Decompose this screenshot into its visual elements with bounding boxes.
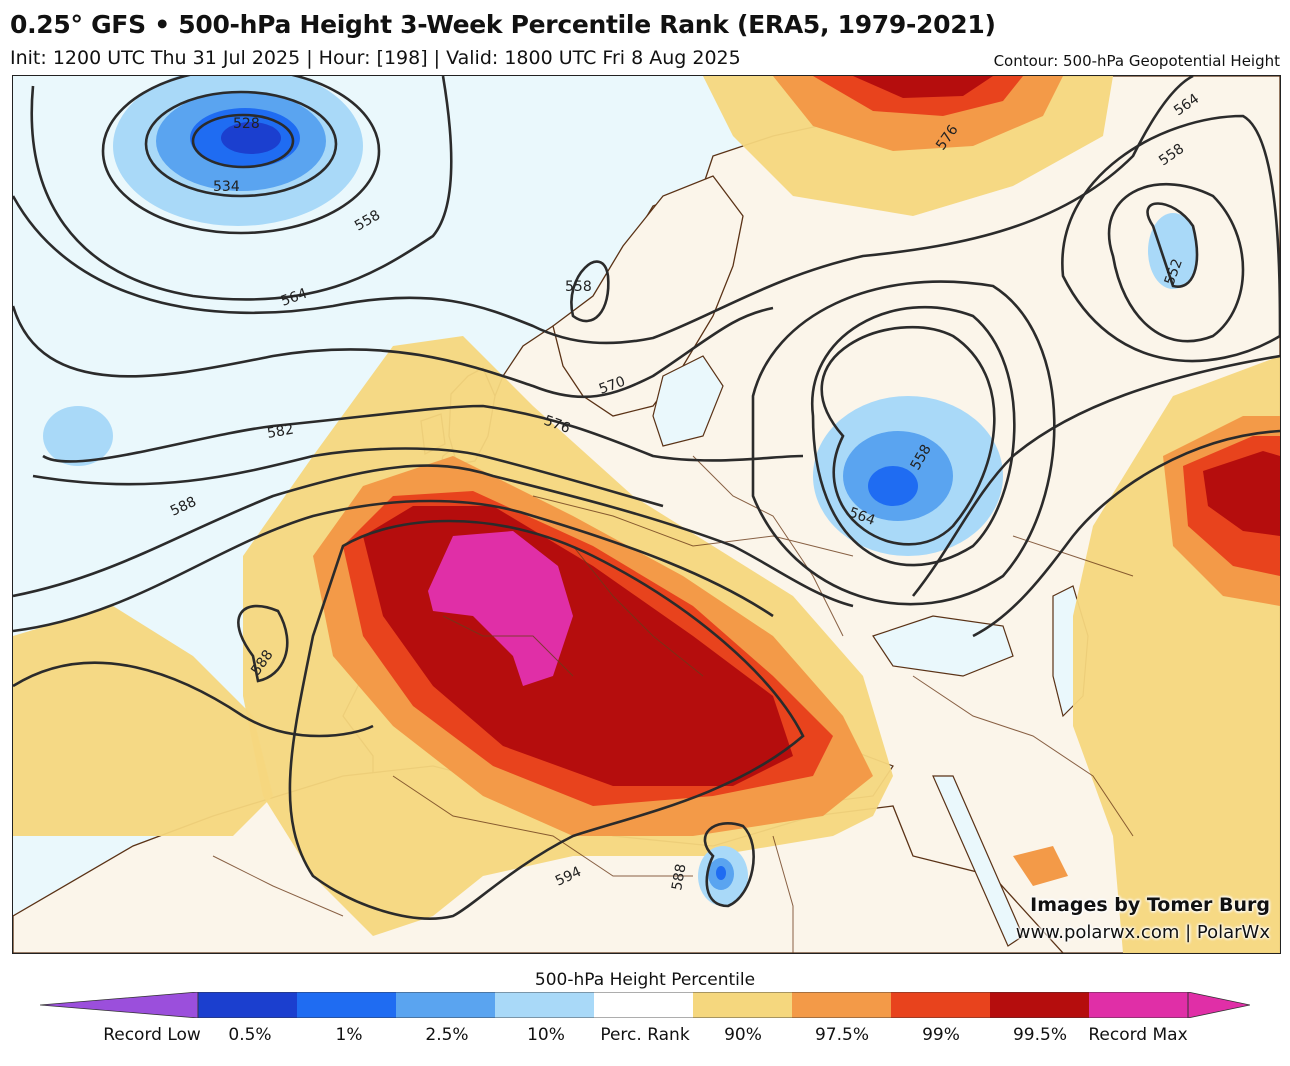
colorbar-bin xyxy=(792,992,891,1018)
colorbar-title: 500-hPa Height Percentile xyxy=(534,970,756,990)
contour-label: 528 xyxy=(233,116,260,132)
colorbar-bin xyxy=(1089,992,1188,1018)
contour-note: Contour: 500-hPa Geopotential Height xyxy=(993,52,1280,70)
contour-label: 558 xyxy=(352,207,383,234)
colorbar-label: Record Max xyxy=(1088,1025,1188,1045)
colorbar-label: 1% xyxy=(335,1025,363,1045)
colorbar-label: 2.5% xyxy=(425,1025,469,1045)
colorbar-label: 90% xyxy=(724,1025,762,1045)
contour-label: 558 xyxy=(565,279,592,295)
colorbar-label: Record Low xyxy=(103,1025,201,1045)
colorbar-label: 99% xyxy=(922,1025,960,1045)
contour-label: 582 xyxy=(266,422,295,442)
colorbar-label: 99.5% xyxy=(1012,1025,1068,1045)
colorbar-bin xyxy=(396,992,495,1018)
colorbar-label: 97.5% xyxy=(814,1025,870,1045)
colorbar-bin xyxy=(693,992,792,1018)
colorbar-label: 10% xyxy=(527,1025,565,1045)
colorbar-bin xyxy=(891,992,990,1018)
colorbar-record-max xyxy=(1187,992,1250,1018)
contour-label: 564 xyxy=(279,286,310,310)
negative-anomaly-layer xyxy=(43,76,1198,906)
contour-label: 534 xyxy=(213,179,240,195)
colorbar-label: Perc. Rank xyxy=(600,1025,690,1045)
colorbar-bin xyxy=(594,992,693,1018)
colorbar-label: 0.5% xyxy=(228,1025,272,1045)
contour-label: 588 xyxy=(669,863,689,892)
red-sea xyxy=(932,775,1024,947)
height-contours xyxy=(13,76,1280,920)
credit-author: Images by Tomer Burg xyxy=(1030,894,1270,916)
colorbar-bin xyxy=(495,992,594,1018)
map-title: 0.25° GFS • 500-hPa Height 3-Week Percen… xyxy=(10,10,996,39)
baltic-sea xyxy=(652,355,724,447)
map-panel: 528 534 552 558 558 558 558 564 564 564 … xyxy=(12,75,1281,954)
credit-website: www.polarwx.com | PolarWx xyxy=(1015,922,1270,943)
positive-anomaly-layer xyxy=(13,76,1280,953)
black-sea xyxy=(872,615,1014,677)
colorbar-record-low xyxy=(40,992,199,1018)
colorbar xyxy=(40,992,1250,1018)
colorbar-bin xyxy=(297,992,396,1018)
land-scandinavia xyxy=(552,175,744,417)
colorbar-labels: Record Low 0.5% 1% 2.5% 10% Perc. Rank 9… xyxy=(0,1025,1290,1049)
colorbar-bin xyxy=(990,992,1089,1018)
run-info: Init: 1200 UTC Thu 31 Jul 2025 | Hour: [… xyxy=(10,47,741,69)
colorbar-bin xyxy=(198,992,297,1018)
contour-label: 588 xyxy=(168,494,199,520)
map-canvas: 528 534 552 558 558 558 558 564 564 564 … xyxy=(13,76,1280,953)
